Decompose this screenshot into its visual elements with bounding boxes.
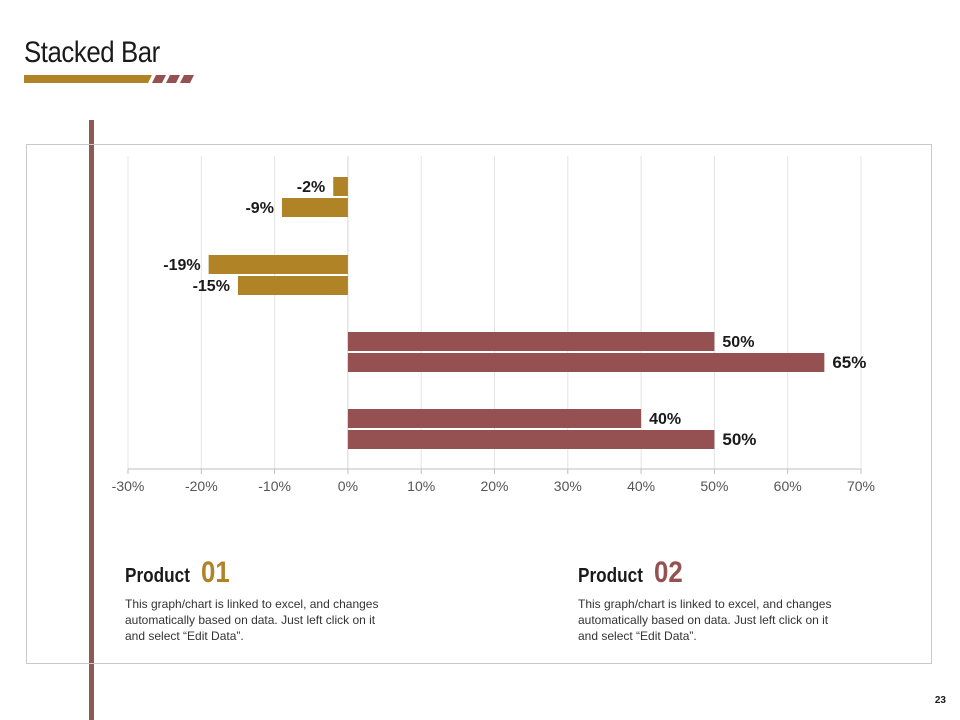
product-01-block: Product 01 This graph/chart is linked to… (125, 556, 387, 644)
product-02-block: Product 02 This graph/chart is linked to… (578, 556, 840, 644)
accent-vertical-line (89, 120, 94, 720)
bar-product-01-4 (347, 409, 642, 428)
bar-product-02-2 (237, 276, 348, 295)
x-tick-label: 60% (774, 478, 802, 494)
x-tick-label: 30% (554, 478, 582, 494)
title-underline (24, 75, 194, 83)
product-02-number: 02 (654, 556, 683, 589)
bar-product-02-3 (347, 353, 825, 372)
data-label: -9% (245, 200, 273, 217)
data-label: -2% (297, 179, 325, 196)
bar-product-01-1 (333, 177, 348, 196)
x-tick-label: 40% (627, 478, 655, 494)
data-label: 50% (722, 334, 754, 351)
data-label: 40% (649, 411, 681, 428)
x-tick-label: 70% (847, 478, 875, 494)
data-label: 65% (832, 353, 866, 372)
x-tick-label: 0% (338, 478, 358, 494)
bar-product-01-3 (347, 332, 715, 351)
x-tick-label: 20% (480, 478, 508, 494)
data-label: -15% (193, 278, 230, 295)
chart-frame (26, 144, 932, 664)
bar-product-01-2 (208, 255, 348, 274)
x-tick-label: -20% (185, 478, 218, 494)
x-tick-label: -30% (112, 478, 145, 494)
data-label: 50% (722, 430, 756, 449)
product-01-number: 01 (201, 556, 230, 589)
bar-product-02-1 (281, 198, 348, 217)
page-number: 23 (934, 695, 946, 706)
bar-product-02-4 (347, 430, 715, 449)
x-tick-label: 50% (700, 478, 728, 494)
x-tick-label: -10% (258, 478, 291, 494)
product-01-label: Product (125, 565, 190, 587)
x-tick-label: 10% (407, 478, 435, 494)
stacked-bar-chart: -30% -20% -10% 0% 10% 20% 30% 40% 50% 60% 70% -2% -9… (112, 156, 875, 494)
product-02-description: This graph/chart is linked to excel, and… (578, 597, 832, 643)
product-01-description: This graph/chart is linked to excel, and… (125, 597, 379, 643)
page-title: Stacked Bar (24, 36, 160, 69)
data-label: -19% (163, 257, 200, 274)
product-02-label: Product (578, 565, 643, 587)
